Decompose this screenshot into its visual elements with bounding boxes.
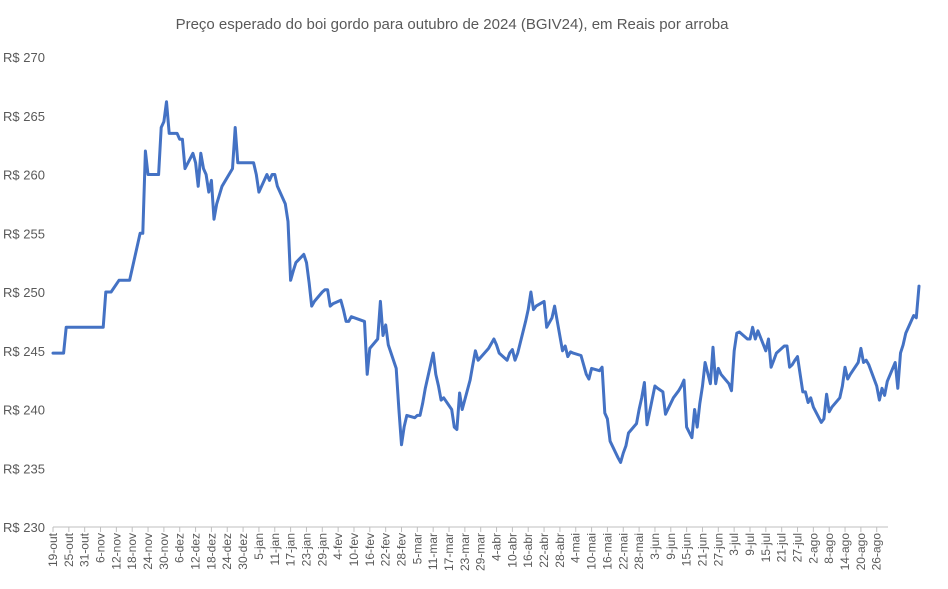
x-tick-label: 29-jan [315,533,329,566]
x-tick-label: 20-ago [854,533,868,571]
x-tick-label: 4-mai [569,533,583,563]
x-tick-label: 18-nov [125,533,139,570]
x-tick-label: 30-dez [236,533,250,570]
x-tick-label: 31-out [78,532,92,567]
x-tick-label: 17-mar [442,533,456,571]
x-tick-label: 22-fev [379,533,393,566]
x-tick-label: 11-mar [426,533,440,570]
y-tick-label: R$ 270 [3,50,45,65]
x-tick-label: 24-nov [141,533,155,570]
x-tick-label: 29-mar [474,533,488,571]
x-tick-label: 12-dez [189,533,203,570]
y-tick-label: R$ 255 [3,226,45,241]
x-tick-label: 26-ago [870,533,884,571]
x-tick-label: 6-nov [94,533,108,563]
x-tick-label: 25-out [62,532,76,567]
x-tick-label: 16-fev [363,533,377,566]
series-line-bgiv24 [51,100,921,464]
x-tick-label: 21-jul [775,533,789,562]
x-tick-label: 6-dez [173,533,187,563]
x-tick-label: 15-jun [680,533,694,566]
x-tick-label: 12-nov [109,533,123,570]
x-tick-label: 5-mar [410,533,424,564]
x-tick-label: 27-jul [791,533,805,562]
x-tick-label: 3-jun [648,533,662,560]
x-tick-label: 3-jul [727,533,741,556]
y-tick-label: R$ 265 [3,109,45,124]
x-tick-label: 22-mai [616,533,630,570]
x-tick-label: 14-ago [838,533,852,571]
y-tick-label: R$ 230 [3,520,45,535]
x-tick-label: 28-fev [394,533,408,566]
x-tick-label: 28-abr [553,533,567,568]
y-tick-label: R$ 235 [3,461,45,476]
x-tick-label: 17-jan [284,533,298,566]
x-tick-label: 10-fev [347,533,361,566]
x-tick-label: 8-ago [822,533,836,564]
x-tick-label: 16-abr [521,533,535,568]
x-axis-ticks: 19-out 25-out 31-out 6-nov 12-nov 18-nov 24-no… [46,527,884,571]
x-tick-label: 18-dez [204,533,218,570]
x-tick-label: 5-jan [252,533,266,560]
x-tick-label: 2-ago [806,533,820,564]
x-tick-label: 24-dez [220,533,234,570]
x-tick-label: 4-abr [490,533,504,561]
x-tick-label: 4-fev [331,533,345,560]
x-tick-label: 10-mai [585,533,599,570]
x-tick-label: 21-jun [695,533,709,566]
x-tick-label: 30-nov [157,533,171,570]
y-tick-label: R$ 245 [3,344,45,359]
x-tick-label: 28-mai [632,533,646,570]
x-tick-label: 16-mai [600,533,614,570]
x-tick-label: 19-out [46,532,60,567]
x-tick-label: 11-jan [268,533,282,565]
x-tick-label: 23-jan [299,533,313,566]
x-tick-label: 27-jun [711,533,725,566]
x-tick-label: 22-abr [537,533,551,568]
x-tick-label: 15-jul [759,533,773,562]
y-axis-tick-labels: R$ 230 R$ 235 R$ 240 R$ 245 R$ 250 R$ 255 R$ 2… [3,50,45,535]
chart-title: Preço esperado do boi gordo para outubro… [176,16,729,33]
y-tick-label: R$ 260 [3,168,45,183]
y-tick-label: R$ 240 [3,403,45,418]
x-tick-label: 23-mar [458,533,472,571]
x-tick-label: 9-jul [743,533,757,556]
x-tick-label: 10-abr [505,533,519,568]
y-tick-label: R$ 250 [3,285,45,300]
x-tick-label: 9-jun [664,533,678,560]
